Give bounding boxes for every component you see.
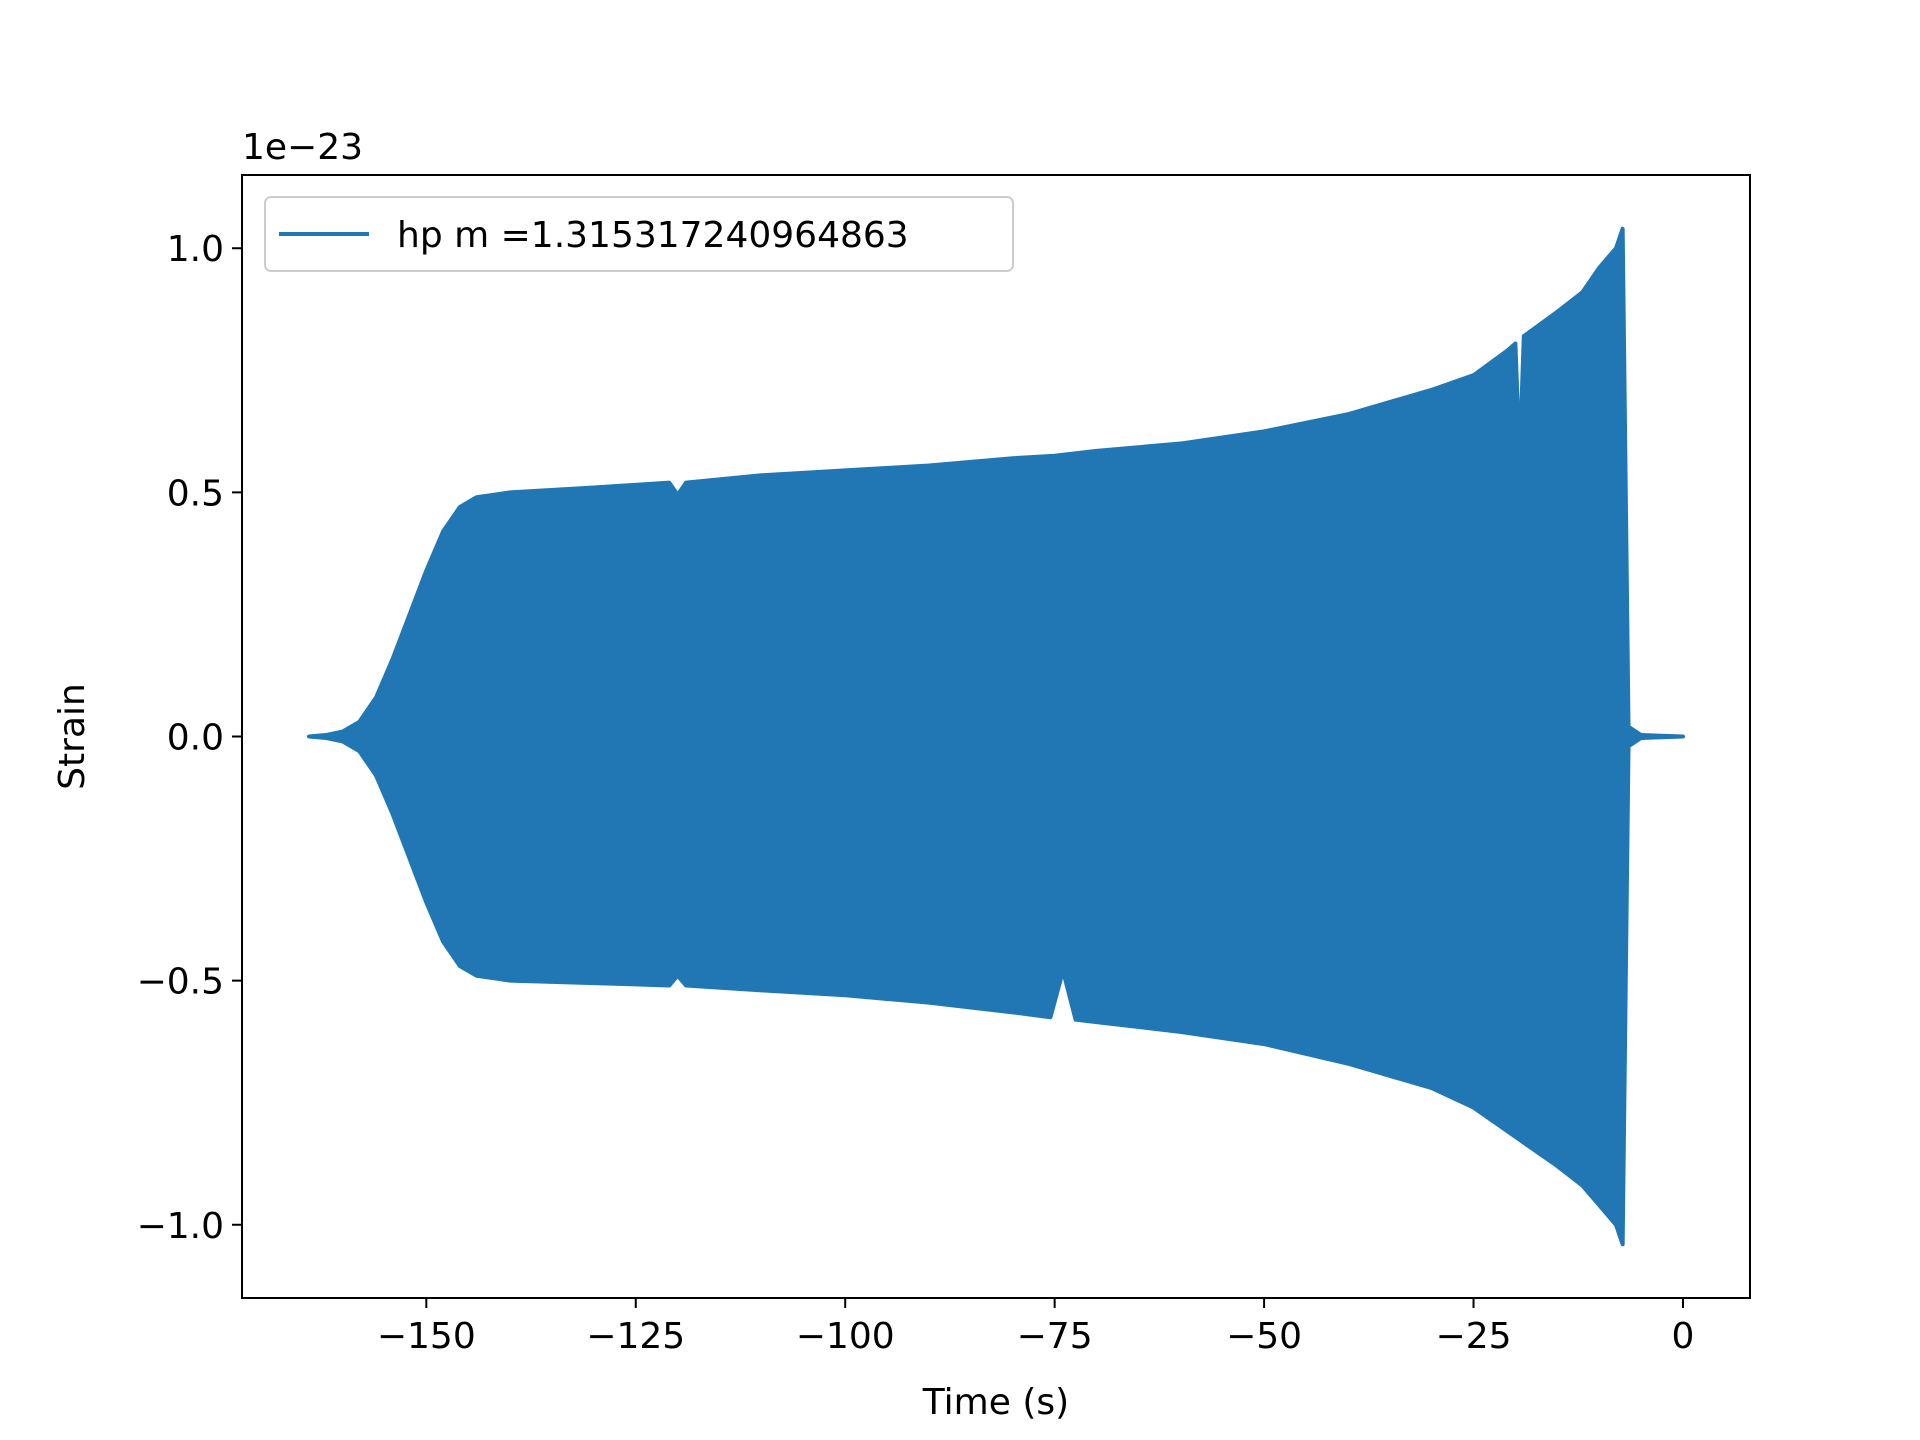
legend-label: hp m =1.315317240964863 bbox=[397, 215, 909, 256]
x-tick-label: −75 bbox=[1017, 1316, 1093, 1357]
y-tick-label: −1.0 bbox=[137, 1206, 224, 1247]
legend: hp m =1.315317240964863 bbox=[264, 196, 1014, 272]
y-axis-label: Strain bbox=[52, 683, 93, 790]
y-tick-label: 0.0 bbox=[167, 718, 224, 759]
x-axis: −150 −125 −100 −75 −50 −25 0 bbox=[377, 1298, 1695, 1357]
x-tick-label: 0 bbox=[1672, 1316, 1695, 1357]
x-tick-label: −125 bbox=[586, 1316, 685, 1357]
x-axis-label: Time (s) bbox=[922, 1382, 1069, 1423]
x-tick-label: −150 bbox=[377, 1316, 476, 1357]
x-tick-label: −25 bbox=[1436, 1316, 1512, 1357]
y-tick-label: 1.0 bbox=[167, 229, 224, 270]
y-tick-label: −0.5 bbox=[137, 962, 224, 1003]
y-offset-label: 1e−23 bbox=[242, 127, 363, 168]
legend-box bbox=[264, 196, 1014, 272]
plot-area bbox=[307, 226, 1685, 1247]
y-axis: −1.0 −0.5 0.0 0.5 1.0 bbox=[137, 229, 242, 1247]
y-tick-label: 0.5 bbox=[167, 473, 224, 514]
x-tick-label: −50 bbox=[1226, 1316, 1302, 1357]
x-tick-label: −100 bbox=[796, 1316, 895, 1357]
